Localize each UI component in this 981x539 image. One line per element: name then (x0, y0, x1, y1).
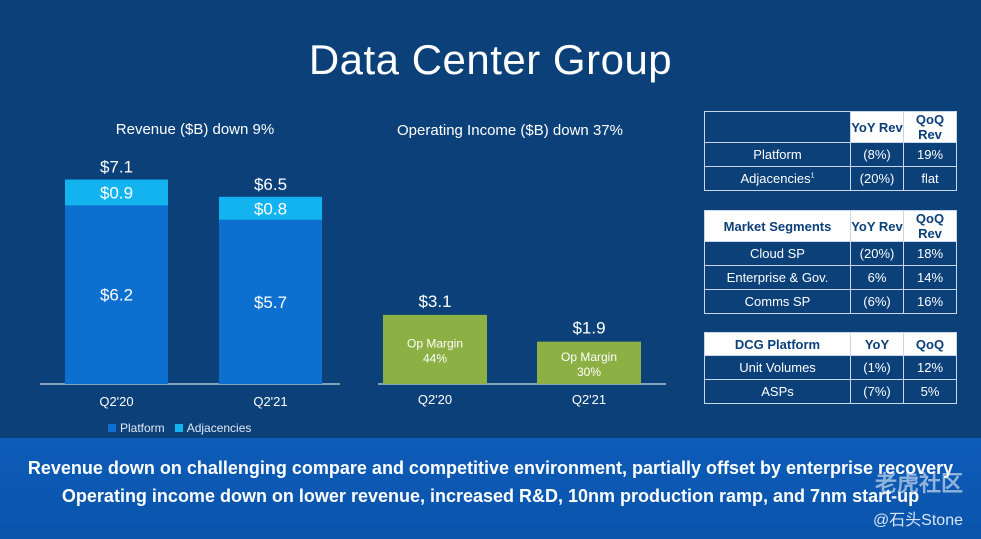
op-margin-label: Op Margin (561, 350, 617, 364)
revenue-chart: $6.2 $0.9 $7.1 Q2'20 $5.7 $0.8 $6.5 Q2'21 (40, 158, 340, 409)
bar-total-label: $7.1 (100, 158, 133, 177)
table3-header-qoq: QoQ (903, 332, 957, 356)
legend-item-platform: Platform (108, 421, 165, 435)
table-row: Platform (8%) 19% (704, 142, 957, 167)
table-row: Enterprise & Gov. 6% 14% (704, 265, 957, 290)
table2-header-label: Market Segments (704, 210, 851, 242)
bar-value-label: $0.8 (254, 199, 287, 218)
table-cell-label: Enterprise & Gov. (704, 265, 851, 290)
watermark-handle: @石头Stone (872, 512, 963, 529)
table-cell-qoq: 19% (903, 142, 957, 167)
table-cell-qoq: 16% (903, 289, 957, 314)
table-row: Adjacencies1 (20%) flat (704, 166, 957, 191)
x-tick-label: Q2'21 (253, 394, 287, 409)
table-cell-yoy: (7%) (850, 379, 904, 404)
op-margin-label: Op Margin (407, 336, 463, 350)
table1-header-blank (704, 111, 851, 143)
table-cell-label: Platform (704, 142, 851, 167)
platform-swatch (108, 424, 116, 432)
adjacencies-swatch (174, 424, 183, 432)
table-cell-qoq: 5% (903, 379, 957, 404)
table-cell-yoy: (8%) (850, 142, 904, 167)
dcg-platform-table: DCG Platform YoY QoQ Unit Volumes (1%) 1… (704, 332, 957, 404)
footer-line-1: Revenue down on challenging compare and … (27, 458, 954, 478)
bar-adjacencies (65, 179, 168, 206)
table-row: Comms SP (6%) 16% (704, 289, 957, 314)
legend-label-platform: Platform (120, 421, 165, 435)
table-cell-yoy: (20%) (850, 166, 904, 191)
bar-value-label: $5.7 (254, 293, 287, 312)
bar-value-label: $1.9 (572, 319, 605, 338)
table-cell-yoy: (20%) (850, 241, 904, 266)
bar-value-label: $3.1 (418, 292, 451, 311)
op-margin-value: 30% (577, 365, 601, 379)
x-tick-label: Q2'21 (572, 392, 606, 407)
table3-header-label: DCG Platform (704, 332, 851, 356)
bar-platform (65, 205, 168, 384)
table1-header-qoq: QoQ Rev (903, 111, 957, 143)
bar-value-label: $0.9 (100, 183, 133, 202)
table-cell-label: Cloud SP (704, 241, 851, 266)
watermark-logo: 老虎社区 (874, 471, 963, 496)
table2-header-qoq: QoQ Rev (903, 210, 957, 242)
table3-header-yoy: YoY (850, 332, 904, 356)
op-margin-value: 44% (423, 351, 447, 365)
table-cell-label: Adjacencies1 (704, 166, 851, 191)
footer-banner: Revenue down on challenging compare and … (0, 438, 981, 539)
table-cell-qoq: 12% (903, 355, 957, 380)
adjacencies-label: Adjacencies (740, 171, 811, 186)
table-row: Cloud SP (20%) 18% (704, 241, 957, 266)
table1-header-yoy: YoY Rev (850, 111, 904, 143)
footer-line-2: Operating income down on lower revenue, … (61, 486, 920, 506)
footnote-mark: 1 (810, 172, 815, 180)
table2-header-yoy: YoY Rev (850, 210, 904, 242)
market-segments-table: Market Segments YoY Rev QoQ Rev Cloud SP… (704, 210, 957, 314)
bar-op-income (537, 341, 641, 384)
table-row: Unit Volumes (1%) 12% (704, 355, 957, 380)
bar-total-label: $6.5 (254, 175, 287, 194)
table-cell-yoy: (6%) (850, 289, 904, 314)
bar-platform (219, 219, 322, 384)
revenue-breakdown-table: YoY Rev QoQ Rev Platform (8%) 19% Adjace… (704, 111, 957, 191)
page-title: Data Center Group (308, 36, 673, 83)
legend-item-adjacencies: Adjacencies (174, 421, 252, 435)
x-tick-label: Q2'20 (99, 394, 133, 409)
table-cell-qoq: 14% (903, 265, 957, 290)
bar-adjacencies (219, 196, 322, 220)
op-income-chart-title: Operating Income ($B) down 37% (397, 122, 623, 139)
bar-op-income (383, 314, 487, 384)
table-cell-yoy: (1%) (850, 355, 904, 380)
table-cell-label: Comms SP (704, 289, 851, 314)
table-cell-label: ASPs (704, 379, 851, 404)
table-row: ASPs (7%) 5% (704, 379, 957, 404)
revenue-legend: Platform Adjacencies (108, 421, 251, 435)
table-cell-qoq: 18% (903, 241, 957, 266)
x-tick-label: Q2'20 (418, 392, 452, 407)
table-cell-qoq: flat (903, 166, 957, 191)
legend-label-adjacencies: Adjacencies (186, 421, 252, 435)
revenue-chart-title: Revenue ($B) down 9% (115, 121, 275, 138)
table-cell-yoy: 6% (850, 265, 904, 290)
bar-value-label: $6.2 (100, 286, 133, 305)
table-cell-label: Unit Volumes (704, 355, 851, 380)
